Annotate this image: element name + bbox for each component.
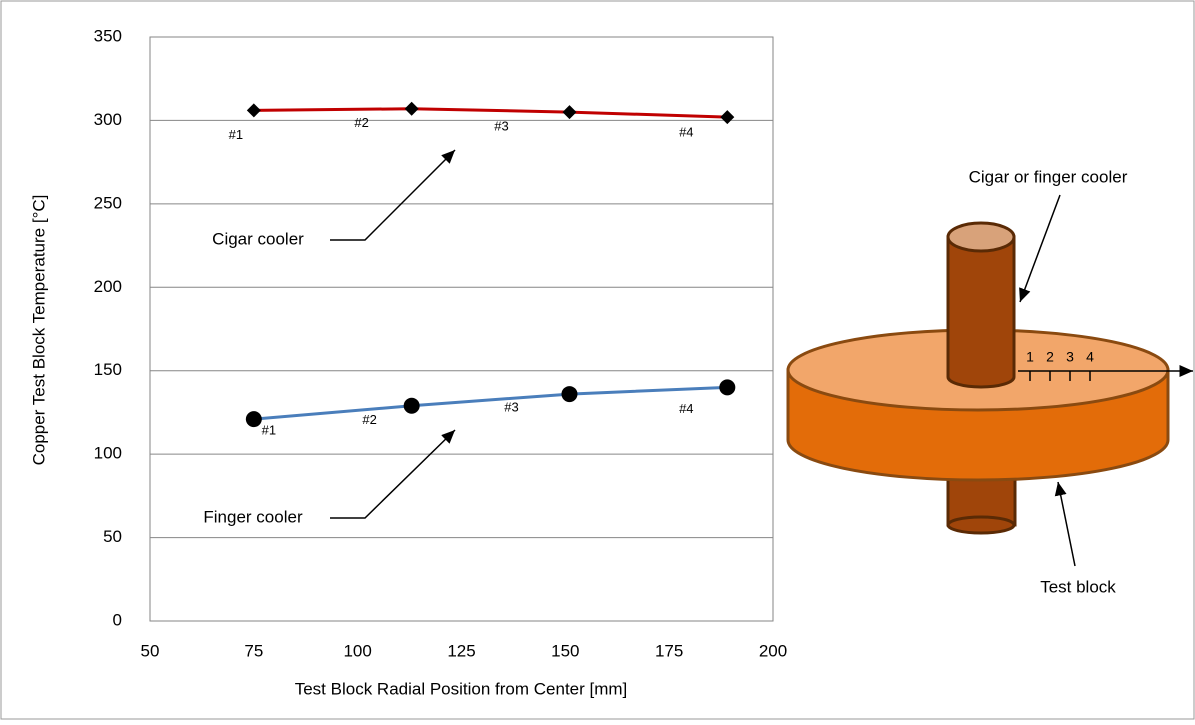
y-tick-label: 350 (94, 26, 122, 45)
y-tick-label: 50 (103, 527, 122, 546)
scale-label: 4 (1086, 349, 1094, 365)
point-label: #1 (262, 423, 276, 438)
y-tick-label: 300 (94, 110, 122, 129)
x-tick-label: 75 (244, 641, 263, 660)
marker (246, 411, 262, 427)
point-label: #3 (494, 119, 508, 134)
annotation: Cigar cooler (212, 229, 304, 248)
rod-end (948, 517, 1014, 533)
x-tick-label: 150 (551, 641, 579, 660)
x-tick-label: 50 (141, 641, 160, 660)
marker (561, 386, 577, 402)
chart: Copper Test Block Temperature [°C] Test … (0, 0, 1195, 720)
marker (404, 398, 420, 414)
point-label: #2 (362, 412, 376, 427)
point-label: #1 (229, 127, 243, 142)
scale-label: 1 (1026, 349, 1034, 365)
y-tick-label: 100 (94, 444, 122, 463)
y-tick-label: 150 (94, 360, 122, 379)
y-tick-label: 250 (94, 193, 122, 212)
rod (948, 237, 1014, 387)
x-tick-label: 125 (447, 641, 475, 660)
point-label: #3 (504, 400, 518, 415)
point-label: #4 (679, 401, 693, 416)
block-label: Test block (1040, 577, 1116, 596)
cooler-label: Cigar or finger cooler (969, 167, 1128, 186)
y-tick-label: 0 (113, 610, 122, 629)
x-tick-label: 100 (343, 641, 371, 660)
scale-label: 2 (1046, 349, 1054, 365)
point-label: #4 (679, 125, 693, 140)
y-tick-label: 200 (94, 277, 122, 296)
scale-label: 3 (1066, 349, 1074, 365)
y-axis-title: Copper Test Block Temperature [°C] (29, 195, 48, 466)
annotation: Finger cooler (203, 507, 303, 526)
rod-top (948, 223, 1014, 251)
x-tick-label: 200 (759, 641, 787, 660)
x-axis-title: Test Block Radial Position from Center [… (295, 679, 628, 698)
marker (719, 379, 735, 395)
point-label: #2 (354, 115, 368, 130)
x-tick-label: 175 (655, 641, 683, 660)
